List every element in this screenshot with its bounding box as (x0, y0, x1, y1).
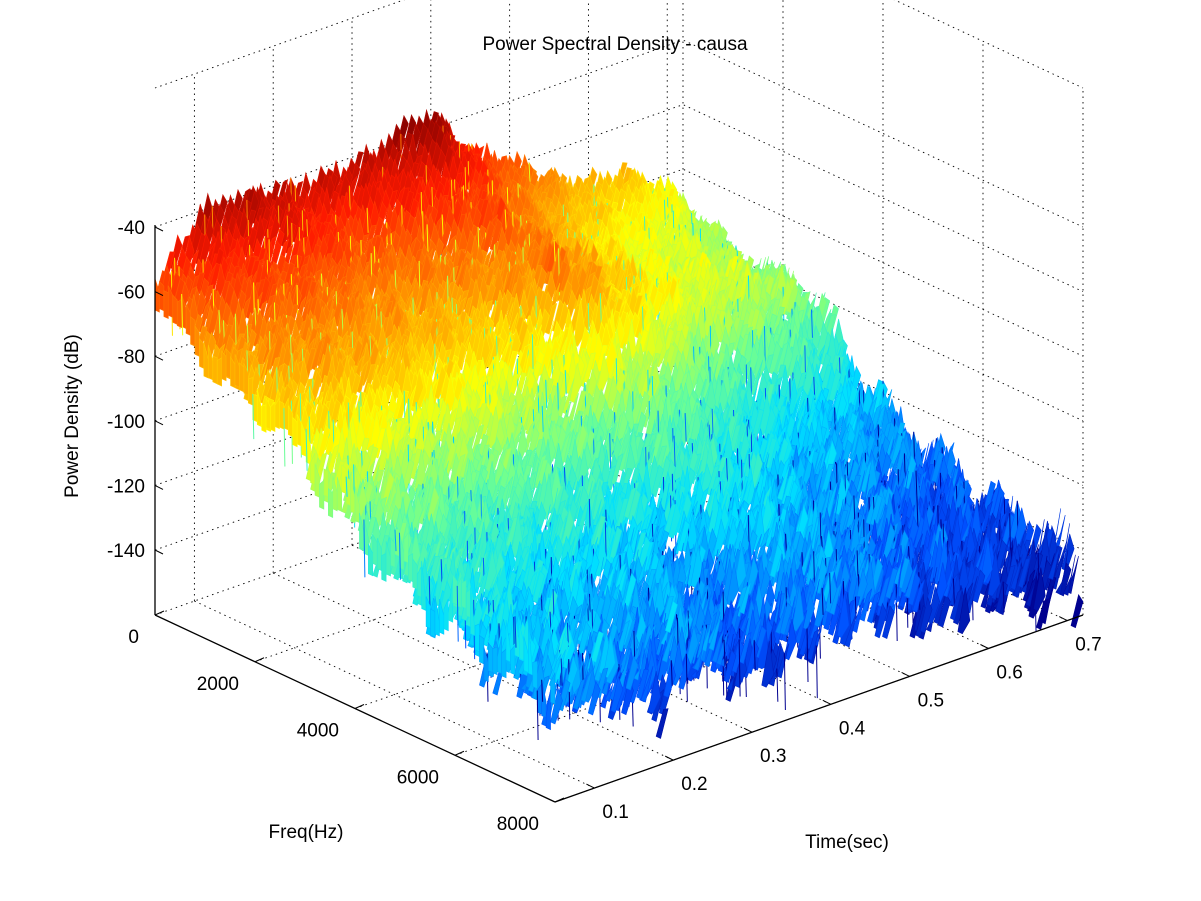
surface-patch (1017, 557, 1031, 589)
surface-patch (1048, 545, 1061, 581)
surface-spike (783, 653, 786, 710)
floor-grid-time-line (194, 600, 595, 789)
floor-grid-time-line (273, 572, 674, 761)
surface-patch (931, 450, 944, 483)
surface-patch (1070, 593, 1084, 629)
surface-patch (1040, 585, 1054, 625)
psd-surface (154, 108, 1084, 740)
surface-patch (1055, 550, 1069, 595)
surface-spike (915, 470, 918, 501)
surface-patch (1020, 545, 1034, 594)
surface-spike (810, 309, 813, 338)
surface-patch (1010, 554, 1023, 591)
chart-title: Power Spectral Density - causa (482, 34, 747, 55)
surface-patch (779, 277, 793, 315)
surface-patch (1001, 512, 1015, 546)
surface-patch (1032, 567, 1046, 612)
surface-patch (1025, 568, 1039, 608)
surface-patch (1063, 554, 1076, 596)
